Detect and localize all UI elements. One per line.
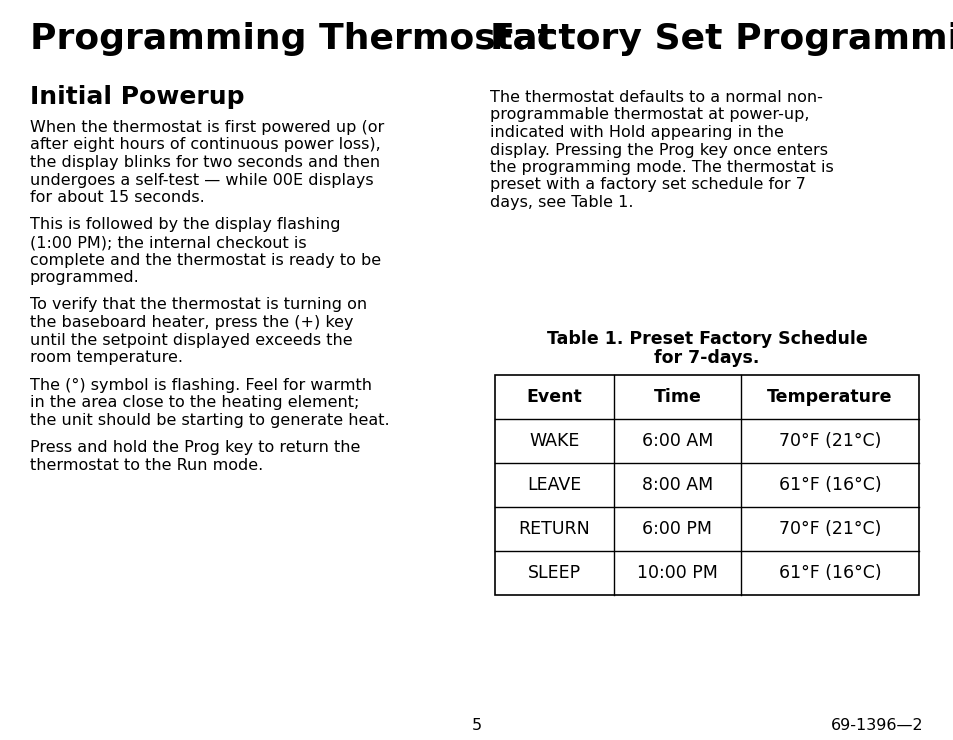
- Text: LEAVE: LEAVE: [527, 476, 581, 494]
- Text: until the setpoint displayed exceeds the: until the setpoint displayed exceeds the: [30, 332, 353, 348]
- Text: 69-1396—2: 69-1396—2: [830, 718, 923, 733]
- Text: Press and hold the Prog key to return the: Press and hold the Prog key to return th…: [30, 440, 360, 455]
- Text: room temperature.: room temperature.: [30, 350, 183, 365]
- Text: the baseboard heater, press the (+) key: the baseboard heater, press the (+) key: [30, 315, 354, 330]
- Text: The (°) symbol is flashing. Feel for warmth: The (°) symbol is flashing. Feel for war…: [30, 377, 372, 392]
- Text: after eight hours of continuous power loss),: after eight hours of continuous power lo…: [30, 138, 380, 152]
- Text: Initial Powerup: Initial Powerup: [30, 85, 244, 109]
- Text: RETURN: RETURN: [517, 520, 590, 538]
- Text: (1:00 PM); the internal checkout is: (1:00 PM); the internal checkout is: [30, 235, 306, 250]
- Text: complete and the thermostat is ready to be: complete and the thermostat is ready to …: [30, 252, 381, 267]
- Text: Programming Thermostat: Programming Thermostat: [30, 22, 555, 56]
- Text: 5: 5: [472, 718, 481, 733]
- Text: display. Pressing the Prog key once enters: display. Pressing the Prog key once ente…: [490, 143, 827, 158]
- Text: preset with a factory set schedule for 7: preset with a factory set schedule for 7: [490, 178, 805, 192]
- Text: Event: Event: [526, 388, 581, 406]
- Text: Temperature: Temperature: [766, 388, 892, 406]
- Text: 6:00 PM: 6:00 PM: [641, 520, 712, 538]
- Text: for about 15 seconds.: for about 15 seconds.: [30, 190, 205, 205]
- Text: 70°F (21°C): 70°F (21°C): [778, 432, 881, 450]
- Text: 8:00 AM: 8:00 AM: [641, 476, 712, 494]
- Text: the unit should be starting to generate heat.: the unit should be starting to generate …: [30, 412, 389, 428]
- Text: 10:00 PM: 10:00 PM: [637, 564, 717, 582]
- Text: 61°F (16°C): 61°F (16°C): [778, 476, 881, 494]
- Text: This is followed by the display flashing: This is followed by the display flashing: [30, 218, 340, 232]
- Text: When the thermostat is first powered up (or: When the thermostat is first powered up …: [30, 120, 384, 135]
- Text: To verify that the thermostat is turning on: To verify that the thermostat is turning…: [30, 297, 367, 312]
- Text: Factory Set Programming: Factory Set Programming: [490, 22, 953, 56]
- Text: days, see Table 1.: days, see Table 1.: [490, 195, 633, 210]
- Text: 61°F (16°C): 61°F (16°C): [778, 564, 881, 582]
- Text: programmed.: programmed.: [30, 270, 139, 285]
- Text: undergoes a self-test — while 00E displays: undergoes a self-test — while 00E displa…: [30, 172, 374, 187]
- Bar: [495, 375, 918, 595]
- Text: 6:00 AM: 6:00 AM: [641, 432, 712, 450]
- Text: in the area close to the heating element;: in the area close to the heating element…: [30, 395, 359, 410]
- Text: the display blinks for two seconds and then: the display blinks for two seconds and t…: [30, 155, 379, 170]
- Text: 70°F (21°C): 70°F (21°C): [778, 520, 881, 538]
- Text: thermostat to the Run mode.: thermostat to the Run mode.: [30, 457, 263, 473]
- Text: Table 1. Preset Factory Schedule: Table 1. Preset Factory Schedule: [546, 330, 866, 348]
- Text: The thermostat defaults to a normal non-: The thermostat defaults to a normal non-: [490, 90, 822, 105]
- Text: the programming mode. The thermostat is: the programming mode. The thermostat is: [490, 160, 833, 175]
- Text: for 7-days.: for 7-days.: [654, 349, 759, 367]
- Text: programmable thermostat at power-up,: programmable thermostat at power-up,: [490, 107, 809, 123]
- Text: WAKE: WAKE: [529, 432, 578, 450]
- Text: Time: Time: [653, 388, 700, 406]
- Text: SLEEP: SLEEP: [527, 564, 580, 582]
- Text: indicated with Hold appearing in the: indicated with Hold appearing in the: [490, 125, 783, 140]
